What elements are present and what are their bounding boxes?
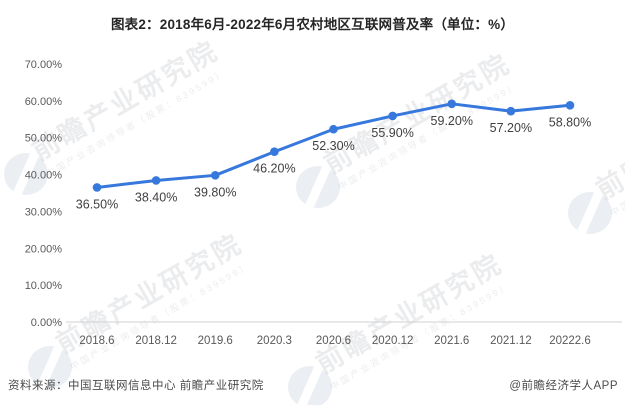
data-point-label: 38.40% bbox=[135, 190, 177, 204]
y-axis-tick-label: 50.00% bbox=[25, 133, 63, 145]
data-point bbox=[506, 106, 516, 116]
data-point bbox=[329, 124, 338, 134]
y-axis-tick-label: 40.00% bbox=[25, 170, 63, 182]
y-axis-tick-label: 20.00% bbox=[25, 243, 63, 255]
y-axis-tick-label: 70.00% bbox=[25, 59, 63, 71]
y-axis-tick-label: 30.00% bbox=[25, 206, 63, 218]
y-axis-tick-label: 0.00% bbox=[31, 317, 62, 329]
data-point bbox=[447, 99, 457, 109]
x-axis-tick-label: 20222.6 bbox=[549, 335, 591, 347]
x-axis-tick-label: 2020.12 bbox=[372, 335, 414, 347]
x-axis-tick-label: 2021.6 bbox=[434, 335, 469, 347]
data-point-label: 52.30% bbox=[312, 139, 354, 153]
x-axis-tick-label: 2019.6 bbox=[198, 335, 233, 347]
data-point-label: 46.20% bbox=[253, 162, 295, 176]
page-title: 图表2：2018年6月-2022年6月农村地区互联网普及率（单位：%） bbox=[110, 17, 515, 32]
data-point bbox=[92, 183, 102, 192]
x-axis-tick-label: 2021.12 bbox=[490, 335, 532, 347]
data-point-label: 39.80% bbox=[194, 185, 236, 199]
data-point-label: 59.20% bbox=[431, 114, 473, 128]
y-axis-tick-label: 10.00% bbox=[25, 280, 63, 292]
x-axis-tick-label: 2020.6 bbox=[316, 335, 351, 347]
data-point-label: 57.20% bbox=[490, 121, 532, 135]
data-point bbox=[270, 147, 279, 157]
x-axis-tick-label: 2018.12 bbox=[135, 335, 177, 347]
data-point bbox=[388, 111, 397, 121]
x-axis-tick-label: 2020.3 bbox=[257, 335, 292, 347]
data-source-note: 资料来源：中国互联网信息中心 前瞻产业研究院 bbox=[8, 380, 264, 392]
x-axis-tick-label: 2018.6 bbox=[79, 335, 114, 347]
data-point bbox=[151, 176, 161, 185]
data-point bbox=[565, 100, 575, 110]
data-point-label: 55.90% bbox=[371, 126, 413, 140]
y-axis-tick-label: 60.00% bbox=[25, 96, 63, 108]
credit-note: @前瞻经济学人APP bbox=[509, 380, 618, 392]
data-point bbox=[210, 171, 220, 180]
data-point-label: 36.50% bbox=[76, 197, 118, 211]
data-point-label: 58.80% bbox=[549, 115, 591, 129]
